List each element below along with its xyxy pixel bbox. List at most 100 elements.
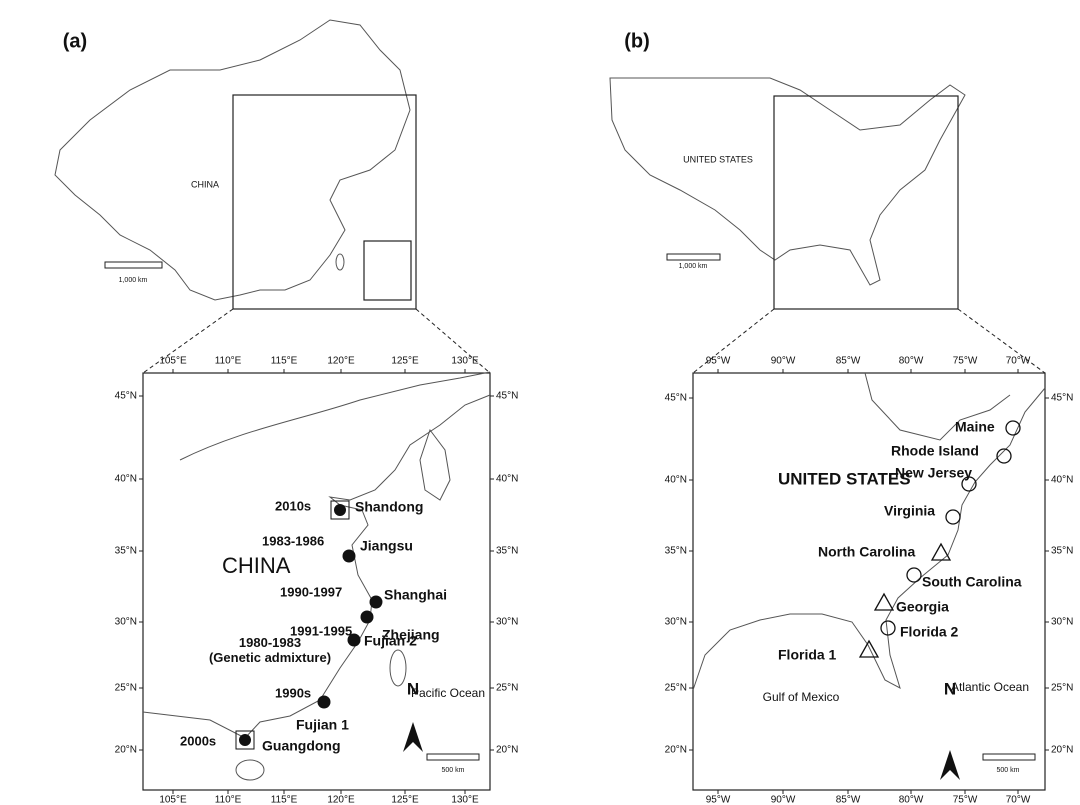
country-label: CHINA: [222, 553, 291, 578]
scale-bar: [104, 261, 163, 269]
detail-frame: [142, 372, 491, 791]
scale-label: 500 km: [997, 767, 1020, 774]
site-marker: [347, 633, 361, 647]
ocean-label: Atlantic Ocean: [951, 680, 1029, 694]
site-marker: [369, 595, 383, 609]
zoom-line: [415, 308, 491, 374]
site-period: 1983-1986: [262, 533, 324, 548]
scale-label: 1,000 km: [119, 277, 148, 284]
extent-box: [773, 95, 959, 310]
lakes: [864, 372, 1011, 441]
site-label: Zhejiang: [382, 627, 440, 643]
lon-label: 70°W: [1006, 795, 1031, 805]
site-marker: [906, 567, 922, 583]
us-outline: [609, 77, 966, 286]
site-label: Guangdong: [262, 738, 341, 754]
lon-label: 95°W: [706, 356, 731, 367]
lat-label: 25°N: [496, 683, 518, 694]
china-outline: [54, 19, 411, 301]
lon-label: 115°E: [271, 795, 298, 805]
site-marker: [317, 695, 331, 709]
lat-label: 40°N: [1051, 475, 1073, 486]
korea: [419, 428, 451, 501]
country-label: CHINA: [191, 179, 219, 189]
panel-label: (a): [63, 30, 87, 52]
site-period: 1991-1995: [290, 623, 352, 638]
lon-label: 85°W: [836, 795, 861, 805]
site-marker: [360, 610, 374, 624]
north-arrow: [940, 750, 960, 780]
lat-label: 45°N: [496, 391, 518, 402]
lat-label: 45°N: [1051, 393, 1073, 404]
lat-label: 20°N: [1051, 745, 1073, 756]
lat-label: 35°N: [1051, 546, 1073, 557]
country-label: UNITED STATES: [778, 469, 911, 488]
site-marker: [342, 549, 356, 563]
lon-label: 115°E: [271, 356, 298, 367]
north-label: N: [944, 679, 956, 698]
lon-label: 120°E: [327, 356, 355, 367]
lat-label: 20°N: [115, 745, 137, 756]
north-label: N: [407, 679, 419, 698]
site-label: New Jersey: [895, 465, 972, 481]
taiwan: [335, 253, 345, 271]
lon-label: 75°W: [953, 795, 978, 805]
zoom-line: [692, 308, 775, 374]
lon-label: 130°E: [451, 356, 479, 367]
lat-label: 40°N: [665, 475, 687, 486]
lat-label: 20°N: [665, 745, 687, 756]
lat-label: 40°N: [115, 474, 137, 485]
hainan: [235, 759, 265, 781]
site-period: 1990s: [275, 685, 311, 700]
lat-label: 25°N: [115, 683, 137, 694]
inset-box: [363, 240, 412, 301]
scale-label: 500 km: [442, 767, 465, 774]
site-marker: [996, 448, 1012, 464]
lon-label: 70°W: [1006, 356, 1031, 367]
lon-label: 105°E: [159, 356, 187, 367]
lat-label: 45°N: [665, 393, 687, 404]
lat-label: 30°N: [665, 617, 687, 628]
site-marker: [334, 504, 346, 516]
lon-label: 130°E: [451, 795, 479, 805]
panel-label: (b): [624, 30, 650, 52]
lat-label: 25°N: [1051, 683, 1073, 694]
lon-label: 85°W: [836, 356, 861, 367]
country-label: UNITED STATES: [683, 154, 753, 164]
site-label: Rhode Island: [891, 443, 979, 459]
lon-label: 90°W: [771, 356, 796, 367]
site-label: North Carolina: [818, 544, 915, 560]
lat-label: 25°N: [665, 683, 687, 694]
scale-bar: [666, 253, 721, 261]
detail-frame: [692, 372, 1046, 791]
site-marker: [961, 476, 977, 492]
scale-bar: [426, 753, 480, 761]
site-marker: [858, 639, 880, 658]
lon-label: 105°E: [159, 795, 187, 805]
site-marker: [945, 509, 961, 525]
site-label: Maine: [955, 419, 995, 435]
lon-label: 125°E: [391, 356, 419, 367]
site-period: 1980-1983 (Genetic admixture): [209, 635, 331, 665]
scale-bar: [982, 753, 1036, 761]
site-marker: [1005, 420, 1021, 436]
site-label: Virginia: [884, 503, 935, 519]
site-period: 2010s: [275, 498, 311, 513]
lat-label: 35°N: [665, 546, 687, 557]
site-frame: [235, 730, 255, 750]
ocean-label: Pacific Ocean: [411, 686, 485, 700]
site-marker: [930, 542, 952, 561]
lon-label: 80°W: [899, 356, 924, 367]
coastline: [692, 387, 1046, 691]
site-marker: [873, 592, 895, 611]
lon-label: 125°E: [391, 795, 419, 805]
lat-label: 20°N: [496, 745, 518, 756]
lon-label: 110°E: [215, 356, 242, 367]
site-label: Fujian 2: [364, 633, 417, 649]
site-marker: [239, 734, 251, 746]
lon-label: 90°W: [771, 795, 796, 805]
lat-label: 40°N: [496, 474, 518, 485]
lon-label: 80°W: [899, 795, 924, 805]
site-label: Shandong: [355, 499, 423, 515]
